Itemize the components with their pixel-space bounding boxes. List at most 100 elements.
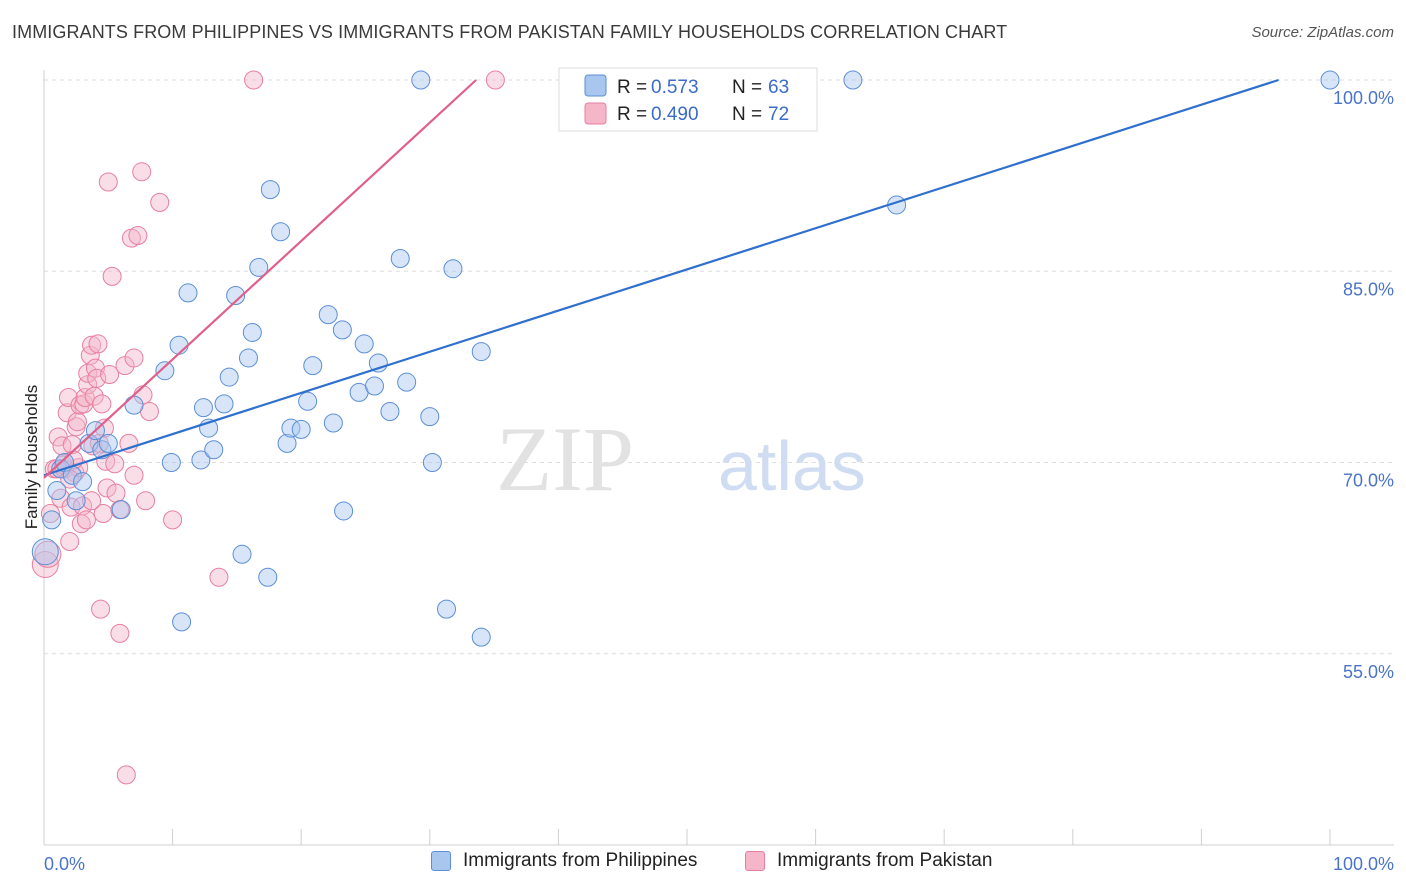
legend-n-value-pink: 72 — [768, 104, 789, 125]
data-point — [249, 257, 269, 277]
data-point — [191, 450, 211, 470]
data-point — [471, 342, 491, 362]
data-point — [106, 483, 126, 503]
data-point — [178, 283, 198, 303]
trend-line-philippines — [43, 78, 1279, 477]
y-tick-label-70: 70.0% — [1343, 471, 1394, 491]
data-point — [219, 367, 239, 387]
data-point — [155, 361, 175, 381]
legend-swatch-pakistan-bottom — [745, 851, 765, 871]
data-point — [98, 433, 118, 453]
watermark-atlas: atlas — [718, 427, 866, 505]
legend-label-philippines: Immigrants from Philippines — [463, 850, 698, 871]
data-point — [85, 358, 105, 378]
data-point — [291, 419, 311, 439]
data-point — [52, 436, 72, 456]
data-point — [271, 222, 291, 242]
series-legend: Immigrants from Philippines Immigrants f… — [0, 850, 1406, 880]
data-point — [281, 418, 301, 438]
data-point — [60, 532, 80, 552]
data-point — [47, 481, 67, 501]
watermark-zip: ZIP — [496, 408, 634, 510]
data-point — [91, 599, 111, 619]
legend-swatch-philippines — [584, 74, 607, 97]
data-point — [277, 433, 297, 453]
data-point — [128, 226, 148, 246]
data-point — [258, 567, 278, 587]
data-point — [132, 162, 152, 182]
data-point — [193, 398, 213, 418]
data-point — [116, 765, 136, 785]
data-point — [365, 376, 385, 396]
data-point — [105, 454, 125, 474]
data-point — [303, 356, 323, 376]
legend-n-label-pink: N = — [732, 104, 762, 125]
legend-r-label-blue: R = — [617, 77, 647, 98]
y-tick-label-55: 55.0% — [1343, 662, 1394, 682]
data-point — [119, 433, 139, 453]
source-credit: Source: ZipAtlas.com — [1251, 24, 1394, 41]
philippines-points — [31, 70, 1340, 647]
legend-n-value-blue: 63 — [768, 77, 789, 98]
legend-swatch-pakistan — [584, 102, 607, 125]
legend-label-pakistan: Immigrants from Pakistan — [777, 850, 993, 871]
data-point — [169, 335, 189, 355]
data-point — [136, 491, 156, 511]
pakistan-points — [31, 70, 505, 785]
x-tick-label-min: 0.0% — [44, 854, 85, 874]
data-point — [73, 472, 93, 492]
trend-lines — [43, 78, 1279, 479]
data-point — [1320, 70, 1340, 90]
data-point — [232, 544, 252, 564]
y-tick-labels: 55.0% 70.0% 85.0% 100.0% — [1333, 88, 1394, 682]
data-point — [437, 599, 457, 619]
data-point — [66, 491, 86, 511]
axes — [43, 70, 1394, 846]
data-point — [102, 266, 122, 286]
data-point — [42, 510, 62, 530]
data-point — [471, 627, 491, 647]
data-point — [332, 320, 352, 340]
data-point — [124, 465, 144, 485]
x-tick-label-max: 100.0% — [1333, 854, 1394, 874]
data-point — [110, 623, 130, 643]
data-point — [80, 345, 100, 365]
data-point — [209, 567, 229, 587]
y-axis-label: Family Households — [22, 385, 41, 530]
data-point — [397, 372, 417, 392]
data-point — [422, 453, 442, 472]
x-ticks — [43, 829, 1331, 845]
data-point — [172, 612, 192, 632]
watermark: ZIP atlas — [496, 408, 866, 510]
data-point — [124, 348, 144, 368]
data-point — [242, 322, 262, 342]
chart-title: IMMIGRANTS FROM PHILIPPINES VS IMMIGRANT… — [12, 22, 1008, 42]
data-point — [354, 334, 374, 354]
legend-item-philippines: Immigrants from Philippines — [431, 850, 697, 872]
data-point — [88, 334, 108, 354]
data-point — [98, 172, 118, 192]
data-point — [380, 402, 400, 421]
correlation-legend: R = 0.573 N = 63 R = 0.490 N = 72 — [558, 67, 818, 132]
data-point — [411, 70, 431, 90]
data-point — [150, 192, 170, 212]
data-point — [390, 249, 410, 268]
data-point — [67, 412, 87, 432]
y-tick-label-85: 85.0% — [1343, 279, 1394, 299]
data-point — [214, 394, 234, 414]
y-tick-label-100: 100.0% — [1333, 88, 1394, 108]
data-point — [163, 510, 183, 530]
data-point — [260, 180, 280, 200]
legend-swatch-philippines-bottom — [431, 851, 451, 871]
legend-r-label-pink: R = — [617, 104, 647, 125]
data-point — [204, 440, 224, 460]
data-point — [40, 504, 60, 523]
data-point — [82, 491, 102, 511]
data-point — [161, 453, 181, 472]
data-point — [323, 413, 343, 433]
data-point — [298, 391, 318, 411]
data-point — [111, 500, 131, 520]
data-point — [443, 259, 463, 279]
data-point — [485, 70, 505, 90]
